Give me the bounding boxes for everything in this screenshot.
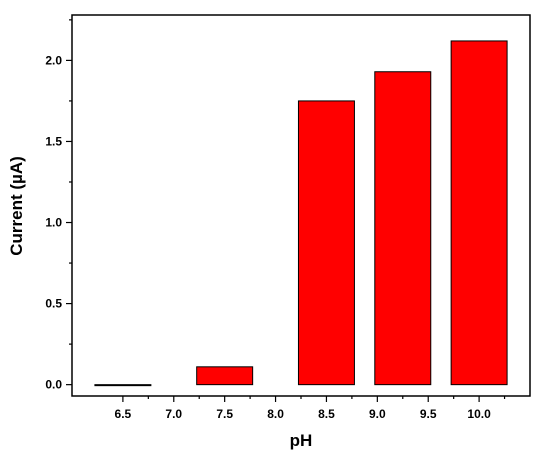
- bar-2: [297, 100, 355, 386]
- x-axis-label: pH: [290, 431, 313, 450]
- x-tick-label-4: 8.5: [318, 407, 335, 421]
- y-axis-label: Current (µA): [7, 156, 26, 256]
- y-ticks: 0.0 0.5 1.0 1.5 2.0: [45, 19, 72, 392]
- bar-3: [374, 71, 432, 386]
- bar-0: [94, 384, 152, 387]
- x-tick-label-3: 8.0: [267, 407, 284, 421]
- x-tick-label-1: 7.0: [165, 407, 182, 421]
- bars-group: [94, 40, 508, 387]
- y-tick-label-3: 1.5: [45, 134, 62, 148]
- y-tick-label-4: 2.0: [45, 53, 62, 67]
- bar-4: [450, 40, 508, 386]
- x-tick-label-7: 10.0: [467, 407, 491, 421]
- x-ticks: 6.5 7.0 7.5 8.0 8.5 9.0 9.5 10.0: [115, 396, 506, 421]
- x-tick-label-5: 9.0: [369, 407, 386, 421]
- x-tick-label-2: 7.5: [216, 407, 233, 421]
- x-tick-label-6: 9.5: [420, 407, 437, 421]
- x-tick-label-0: 6.5: [115, 407, 132, 421]
- y-tick-label-2: 1.0: [45, 216, 62, 230]
- y-tick-label-1: 0.5: [45, 297, 62, 311]
- bar-1: [196, 366, 254, 386]
- y-tick-label-0: 0.0: [45, 378, 62, 392]
